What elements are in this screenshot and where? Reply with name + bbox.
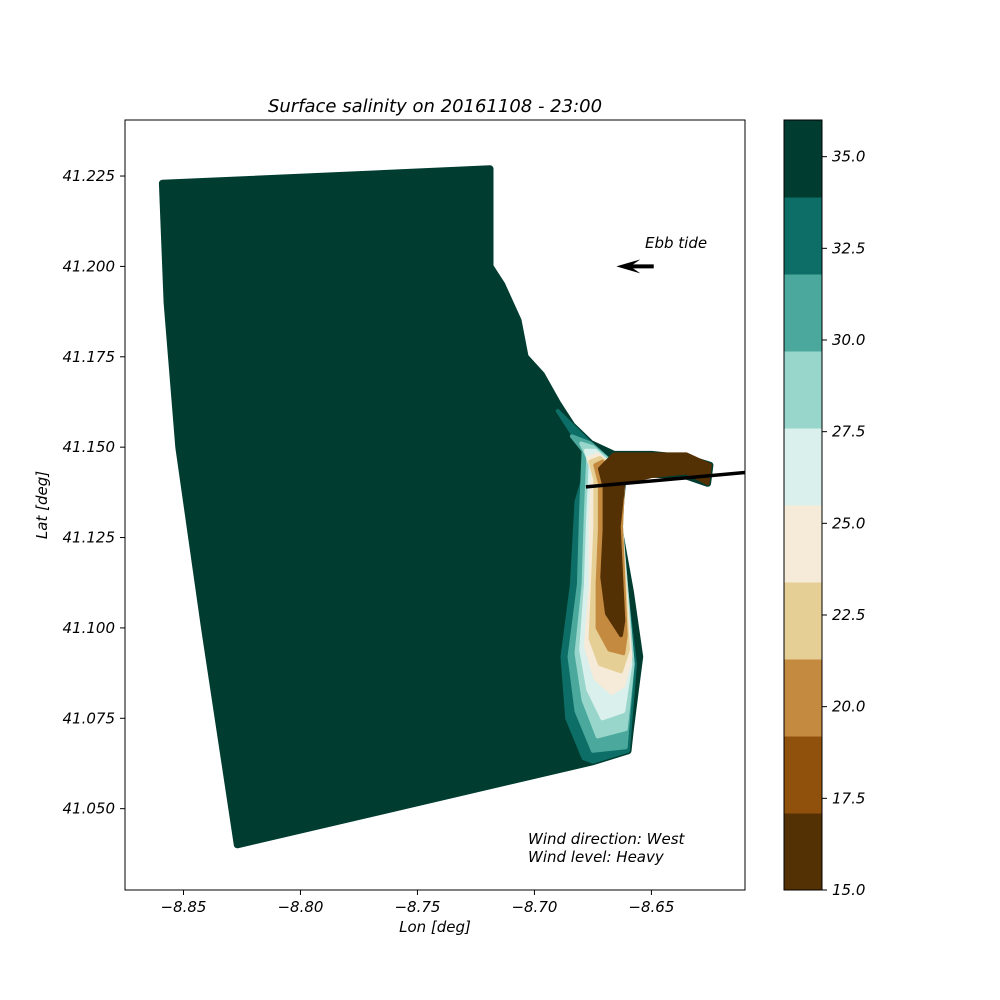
- y-tick-label: 41.150: [63, 438, 116, 456]
- river-transect-line: [585, 470, 745, 489]
- colorbar-tick-label: 25.0: [832, 514, 865, 532]
- colorbar-frame: [783, 119, 823, 891]
- colorbar-segment: [784, 813, 822, 891]
- colorbar-tick-label: 17.5: [832, 789, 865, 807]
- colorbar-tick-label: 30.0: [832, 331, 865, 349]
- colorbar-segment: [784, 351, 822, 429]
- chart-title: Surface salinity on 20161108 - 23:00: [268, 96, 602, 117]
- ebb-arrow-head: [616, 259, 641, 274]
- colorbar-segment: [784, 505, 822, 583]
- y-axis-label: Lat [deg]: [33, 471, 51, 539]
- colorbar-segment: [784, 736, 822, 814]
- plot-area: −8.85 −8.80 −8.75 −8.70 −8.65 41.05041.07541…: [63, 119, 746, 916]
- colorbar-segment: [784, 197, 822, 275]
- x-axis-label: Lon [deg]: [399, 918, 471, 936]
- colorbar-tick-label: 22.5: [832, 606, 865, 624]
- colorbar-segment: [784, 274, 822, 352]
- y-tick-label: 41.225: [63, 167, 116, 185]
- colorbar-segment: [784, 120, 822, 198]
- axes-frame: [124, 119, 746, 891]
- colorbar-tick-label: 27.5: [832, 423, 865, 441]
- colorbar-segment: [784, 582, 822, 660]
- y-axis-ticks: 41.050 41.075 41.100 41.125 41.150 41.175 41.2…: [63, 167, 125, 818]
- colorbar: 15.0 17.5 20.0 22.5 25.0 27.5 30.0 32.5 35.0: [783, 119, 865, 899]
- colorbar-tick-label: 32.5: [832, 239, 865, 257]
- y-tick-label: 41.075: [63, 709, 116, 727]
- overlay-layer: [585, 259, 745, 489]
- colorbar-tick-label: 20.0: [832, 698, 865, 716]
- colorbar-tick-label: 15.0: [832, 881, 865, 899]
- y-tick-label: 41.050: [63, 800, 116, 818]
- wind-direction-label: Wind direction: West: [528, 830, 686, 848]
- y-tick-label: 41.100: [63, 619, 116, 637]
- x-tick-label: −8.75: [394, 898, 440, 916]
- colorbar-segment: [784, 659, 822, 737]
- wind-level-label: Wind level: Heavy: [528, 848, 665, 866]
- x-axis-ticks: −8.85 −8.80 −8.75 −8.70 −8.65: [161, 890, 674, 916]
- salinity-map: [158, 165, 714, 849]
- x-tick-label: −8.85: [161, 898, 207, 916]
- x-tick-label: −8.70: [511, 898, 557, 916]
- y-tick-label: 41.125: [63, 529, 116, 547]
- ebb-tide-label: Ebb tide: [645, 234, 707, 252]
- y-tick-label: 41.200: [63, 257, 116, 275]
- colorbar-segment: [784, 428, 822, 506]
- x-tick-label: −8.80: [277, 898, 323, 916]
- y-tick-label: 41.175: [63, 348, 116, 366]
- colorbar-tick-label: 35.0: [832, 148, 865, 166]
- x-tick-label: −8.65: [628, 898, 674, 916]
